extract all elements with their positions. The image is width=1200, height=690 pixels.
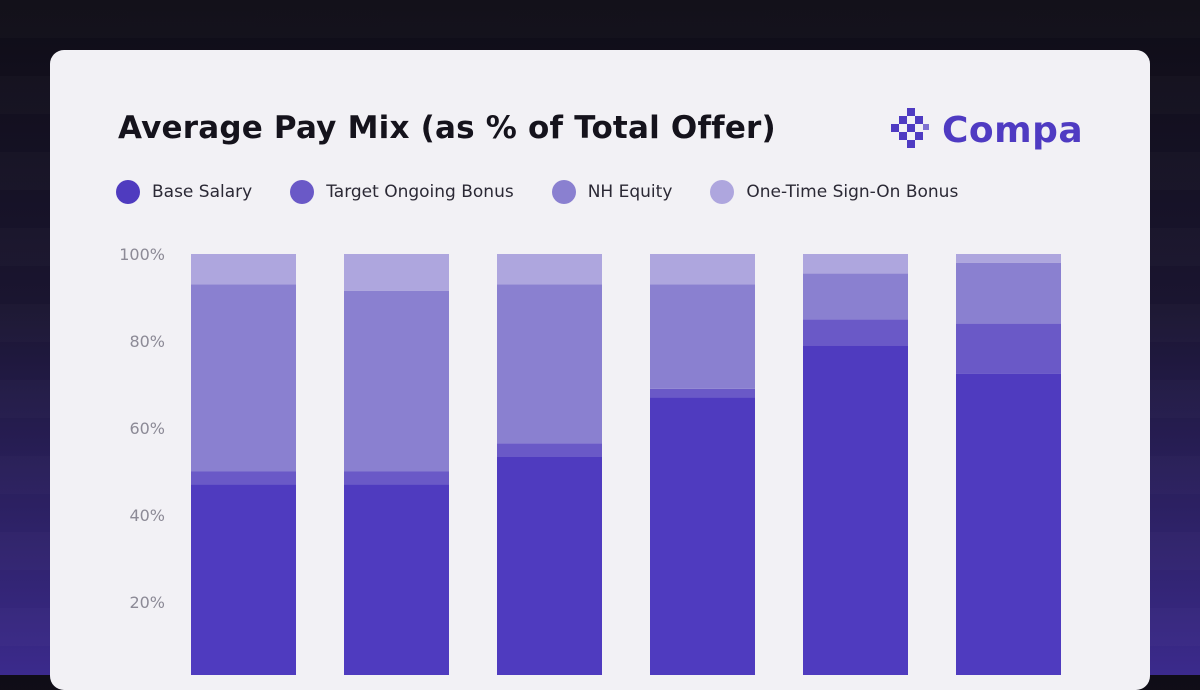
bar-segment-base-salary xyxy=(344,484,449,675)
compa-logo: Compa xyxy=(888,102,1083,158)
y-tick-label: 100% xyxy=(119,245,165,264)
y-tick-label: 40% xyxy=(129,506,165,525)
bar-segment-base-salary xyxy=(191,484,296,675)
bar-segment-base-salary xyxy=(956,373,1061,675)
stacked-bar-chart: 20% 40% 60% 80% 100% xyxy=(119,245,1061,675)
legend-label: Base Salary xyxy=(152,182,253,202)
chart-card: Average Pay Mix (as % of Total Offer) Co… xyxy=(50,50,1150,690)
bar-segment-nh-equity xyxy=(497,284,602,444)
legend-item-nh-equity: NH Equity xyxy=(551,180,673,204)
bar-segment-target-ongoing-bonus xyxy=(956,323,1061,374)
legend-label: One-Time Sign-On Bonus xyxy=(746,182,959,202)
bar-segment-nh-equity xyxy=(803,273,908,320)
bar-segment-nh-equity xyxy=(956,262,1061,324)
chart-title: Average Pay Mix (as % of Total Offer) xyxy=(118,110,776,146)
chart-legend: Base Salary Target Ongoing Bonus NH Equi… xyxy=(116,180,996,204)
bar-segment-target-ongoing-bonus xyxy=(803,319,908,346)
legend-swatch xyxy=(116,180,140,204)
bar-segment-one-time-sign-on-bonus xyxy=(191,254,296,285)
bar-segment-one-time-sign-on-bonus xyxy=(956,254,1061,263)
bar-segment-one-time-sign-on-bonus xyxy=(344,254,449,291)
legend-item-base-salary: Base Salary xyxy=(116,180,252,204)
bar-segment-target-ongoing-bonus xyxy=(497,443,602,457)
bar-segment-base-salary xyxy=(650,397,755,675)
legend-swatch xyxy=(710,180,735,204)
bar-segment-one-time-sign-on-bonus xyxy=(497,254,602,285)
logo-text: Compa xyxy=(942,109,1084,151)
legend-item-one-time-sign-on-bonus: One-Time Sign-On Bonus xyxy=(710,180,958,204)
bar-segment-nh-equity xyxy=(191,284,296,472)
bar-segment-target-ongoing-bonus xyxy=(344,471,449,485)
legend-swatch xyxy=(551,180,576,204)
legend-label: Target Ongoing Bonus xyxy=(326,182,514,202)
y-tick-label: 20% xyxy=(129,593,165,612)
bar-segment-base-salary xyxy=(803,345,908,675)
bar-segment-one-time-sign-on-bonus xyxy=(803,254,908,274)
y-tick-label: 60% xyxy=(129,419,165,438)
bar-segment-one-time-sign-on-bonus xyxy=(650,254,755,285)
compa-logo-icon xyxy=(891,108,929,148)
bar-segment-target-ongoing-bonus xyxy=(191,471,296,485)
bar-segment-nh-equity xyxy=(344,290,449,472)
legend-swatch xyxy=(290,180,315,204)
bar-segment-target-ongoing-bonus xyxy=(650,388,755,398)
legend-label: NH Equity xyxy=(587,182,673,202)
bar-segment-base-salary xyxy=(497,456,602,675)
bar-segment-nh-equity xyxy=(650,284,755,389)
y-tick-label: 80% xyxy=(129,332,165,351)
legend-item-target-ongoing-bonus: Target Ongoing Bonus xyxy=(290,180,514,204)
